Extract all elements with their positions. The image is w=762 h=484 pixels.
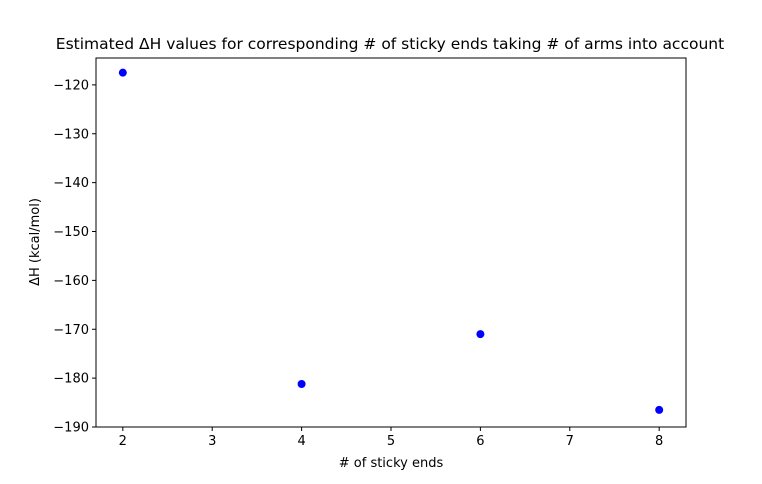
- y-tick-label: −190: [53, 421, 89, 436]
- y-axis-ticks: −120 −130 −140 −150 −160 −170 −180 −190: [53, 78, 96, 436]
- data-point: [476, 330, 485, 339]
- x-tick-label: 3: [208, 434, 216, 449]
- x-tick-label: 7: [566, 434, 574, 449]
- data-point: [297, 379, 306, 388]
- plot-area: [95, 57, 687, 428]
- data-points: [118, 68, 664, 414]
- y-tick-label: −180: [53, 372, 89, 387]
- data-point: [118, 68, 127, 77]
- y-axis-label: ΔH (kcal/mol): [28, 198, 43, 286]
- x-axis-label: # of sticky ends: [339, 456, 444, 471]
- x-tick-label: 8: [655, 434, 663, 449]
- x-tick-label: 4: [297, 434, 305, 449]
- y-tick-label: −170: [53, 323, 89, 338]
- y-tick-label: −160: [53, 274, 89, 289]
- x-tick-label: 2: [119, 434, 127, 449]
- y-tick-label: −120: [53, 78, 89, 93]
- y-tick-label: −130: [53, 127, 89, 142]
- chart-title: Estimated ΔH values for corresponding # …: [56, 35, 724, 53]
- x-tick-label: 5: [387, 434, 395, 449]
- x-tick-label: 6: [476, 434, 484, 449]
- y-tick-label: −150: [53, 225, 89, 240]
- x-axis-ticks: 2 3 4 5 6 7 8: [119, 427, 663, 449]
- y-tick-label: −140: [53, 176, 89, 191]
- data-point: [655, 405, 664, 414]
